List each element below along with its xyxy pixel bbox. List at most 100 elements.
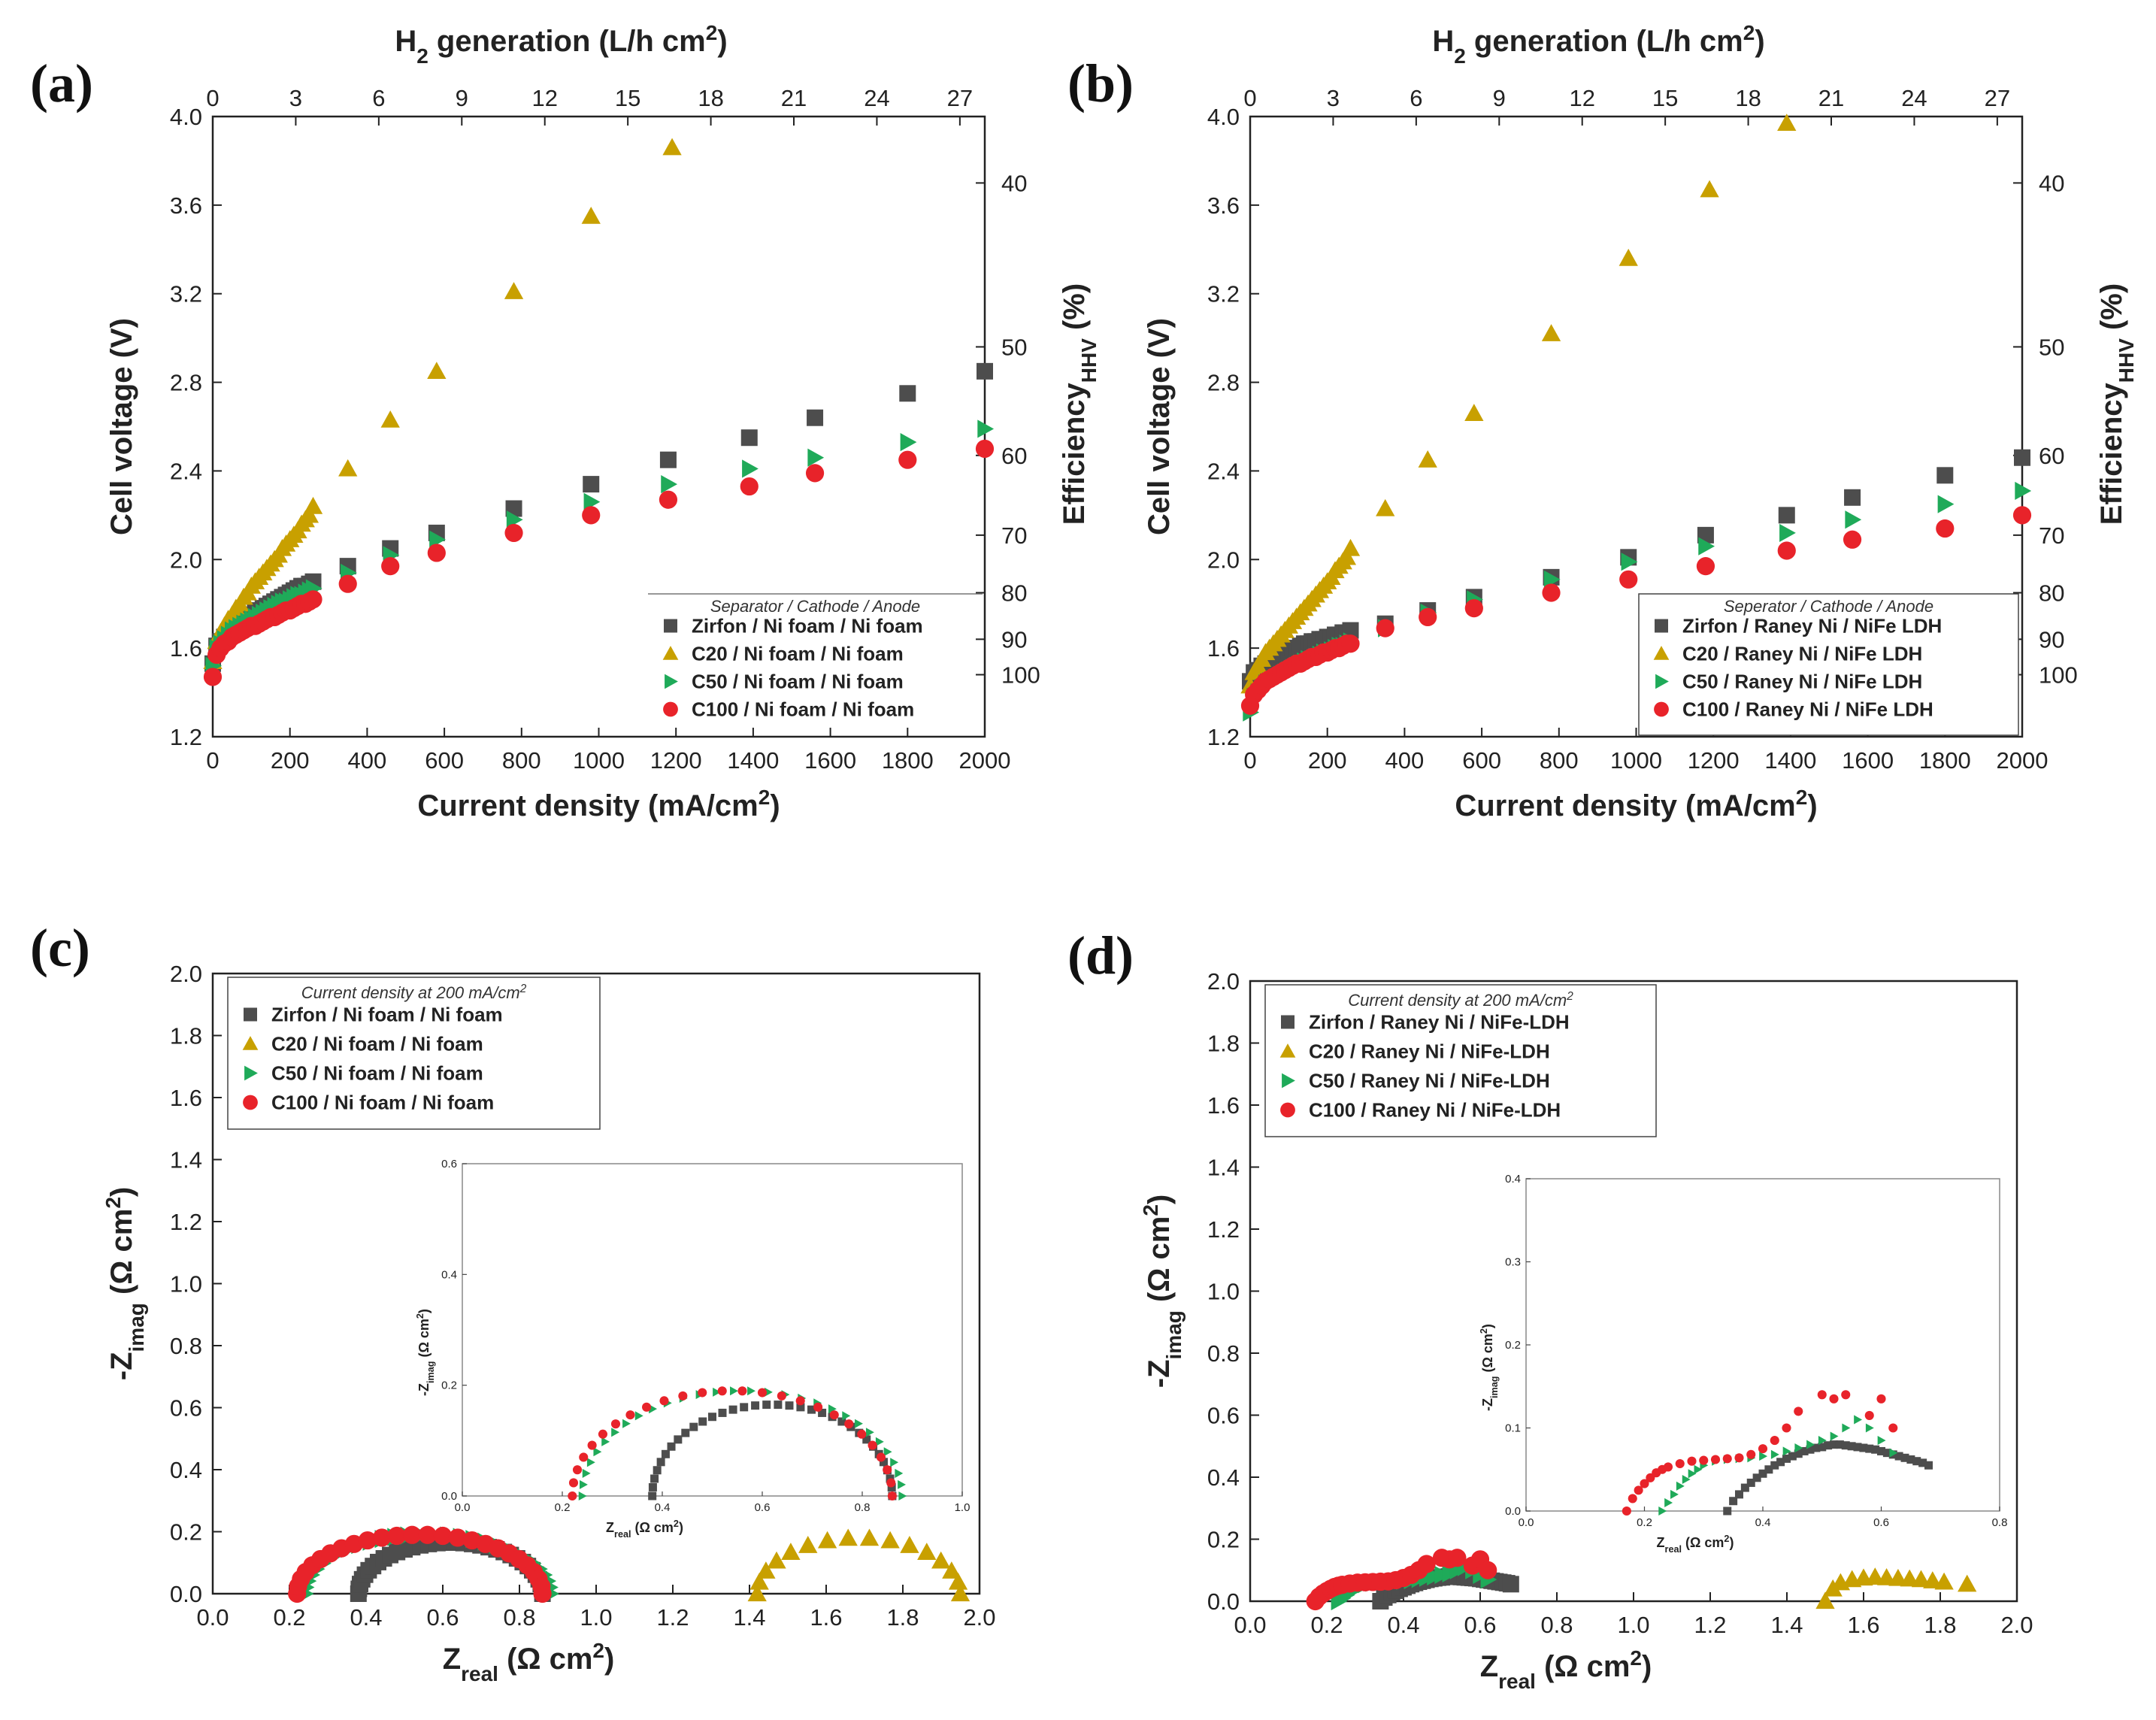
top-tick-label: 12 — [531, 85, 557, 111]
data-point — [583, 476, 600, 493]
y-axis-title: -Zimag (Ω cm2) — [1139, 1195, 1185, 1388]
legend-label-c50: C50 / Ni foam / Ni foam — [271, 1062, 483, 1085]
legend-title: Current density at 200 mA/cm2 — [301, 983, 527, 1003]
inset-data-point — [586, 1458, 595, 1467]
inset-data-point — [698, 1388, 707, 1398]
x-tick-label: 1.6 — [1847, 1612, 1879, 1638]
x-tick-label: 200 — [1308, 747, 1347, 774]
data-point — [1937, 495, 1955, 513]
data-point — [805, 464, 825, 483]
inset-data-point — [708, 1413, 716, 1422]
x-tick-label: 1600 — [804, 747, 856, 774]
legend-marker-zirfon — [1281, 1015, 1295, 1029]
inset-data-point — [829, 1410, 839, 1420]
inset-data-point — [1824, 1441, 1833, 1450]
x-tick-label: 1000 — [1610, 747, 1662, 774]
inset-data-point — [1723, 1507, 1732, 1516]
inset-data-point — [1912, 1457, 1921, 1466]
x-tick-label: 0.6 — [426, 1604, 459, 1631]
legend-label-c50: C50 / Raney Ni / NiFe-LDH — [1309, 1070, 1550, 1092]
x-tick-label: 0.6 — [1464, 1612, 1496, 1638]
inset-data-point — [1664, 1497, 1673, 1507]
y-tick-label: 1.8 — [1207, 1031, 1240, 1057]
inset-y-title: -Zimag (Ω cm2) — [1479, 1324, 1500, 1411]
data-point — [756, 1561, 776, 1579]
inset-data-point — [865, 1428, 874, 1437]
top-tick-label: 3 — [289, 85, 302, 111]
x-tick-label: 1.0 — [580, 1604, 612, 1631]
inset-data-point — [593, 1447, 602, 1457]
x-tick-label: 800 — [502, 747, 541, 774]
x-tick-label: 1.4 — [733, 1604, 765, 1631]
inset-data-point — [1865, 1423, 1874, 1433]
inset-data-point — [1794, 1407, 1803, 1416]
data-point — [418, 1525, 437, 1544]
top-tick-label: 18 — [698, 85, 723, 111]
legend-marker-c100 — [1654, 701, 1669, 717]
data-point — [661, 475, 678, 494]
y-tick-label: 0.2 — [170, 1519, 202, 1546]
inset-data-point — [757, 1388, 768, 1398]
inset-data-point — [795, 1396, 805, 1406]
series-c20 — [1240, 114, 1797, 694]
legend-marker-c100 — [243, 1095, 258, 1110]
inset-data-point — [1670, 1489, 1679, 1499]
y-tick-label: 0.8 — [1207, 1340, 1240, 1367]
data-point — [583, 492, 601, 511]
y-tick-label: 1.6 — [170, 635, 202, 662]
inset-data-point — [681, 1428, 690, 1437]
inset-data-point — [1758, 1469, 1767, 1478]
data-point — [1843, 530, 1862, 549]
panel-c: (c)0.0 0.2 0.4 0.6 0.8 1.0 1.2 1.4 1.6 1.8 2.00.00… — [30, 918, 996, 1685]
data-point — [504, 282, 524, 299]
inset-data-point — [1658, 1506, 1667, 1516]
legend-label-c20: C20 / Ni foam / Ni foam — [271, 1033, 483, 1055]
data-point — [817, 1531, 837, 1549]
data-point — [1936, 519, 1955, 538]
inset-data-point — [1889, 1448, 1898, 1458]
legend-label-zirfon: Zirfon / Ni foam / Ni foam — [692, 615, 923, 637]
legend-label-zirfon: Zirfon / Raney Ni / NiFe-LDH — [1309, 1011, 1570, 1034]
y-tick-label: 1.0 — [1207, 1279, 1240, 1305]
y-tick-label: 0.6 — [170, 1395, 202, 1422]
inset-data-point — [862, 1435, 871, 1444]
x-tick-label: 1400 — [1764, 747, 1816, 774]
x-tick-label: 2.0 — [963, 1604, 995, 1631]
inset-data-point — [1841, 1390, 1851, 1400]
y-tick-label: 2.0 — [1207, 968, 1240, 995]
y-tick-label: 1.2 — [1207, 1216, 1240, 1243]
inset-x-tick-label: 0.6 — [1873, 1516, 1889, 1529]
inset-data-point — [1800, 1446, 1809, 1455]
data-point — [338, 574, 357, 593]
data-point — [1958, 1574, 1977, 1592]
inset-data-point — [1782, 1423, 1791, 1433]
top-tick-label: 9 — [1493, 85, 1506, 111]
data-point — [1542, 583, 1561, 602]
inset-data-point — [837, 1417, 846, 1426]
y-tick-label: 3.2 — [170, 281, 202, 307]
data-point — [749, 1572, 769, 1590]
top-tick-label: 18 — [1735, 85, 1761, 111]
inset-y-title: -Zimag (Ω cm2) — [415, 1309, 436, 1396]
legend-marker-c50 — [1282, 1073, 1295, 1089]
y-tick-label: 1.4 — [170, 1147, 202, 1173]
legend-label-c50: C50 / Ni foam / Ni foam — [692, 671, 904, 693]
data-point — [1777, 541, 1796, 560]
x-tick-label: 2000 — [1997, 747, 2049, 774]
data-point — [1698, 537, 1715, 556]
right-tick-label: 80 — [2039, 580, 2064, 606]
legend-marker-c100 — [1280, 1102, 1295, 1118]
legend-box — [1638, 593, 2019, 736]
inset-data-point — [1830, 1440, 1838, 1449]
y-tick-label: 3.6 — [170, 192, 202, 219]
inset-data-point — [1817, 1390, 1827, 1400]
x-tick-label: 2.0 — [2000, 1612, 2033, 1638]
inset-data-point — [1688, 1469, 1697, 1479]
inset-data-point — [895, 1468, 904, 1478]
x-tick-label: 0 — [206, 747, 219, 774]
inset-data-point — [718, 1408, 727, 1417]
inset-data-point — [698, 1417, 707, 1426]
inset-data-point — [1746, 1449, 1756, 1459]
x-axis-title: Current density (mA/cm2) — [417, 786, 780, 823]
